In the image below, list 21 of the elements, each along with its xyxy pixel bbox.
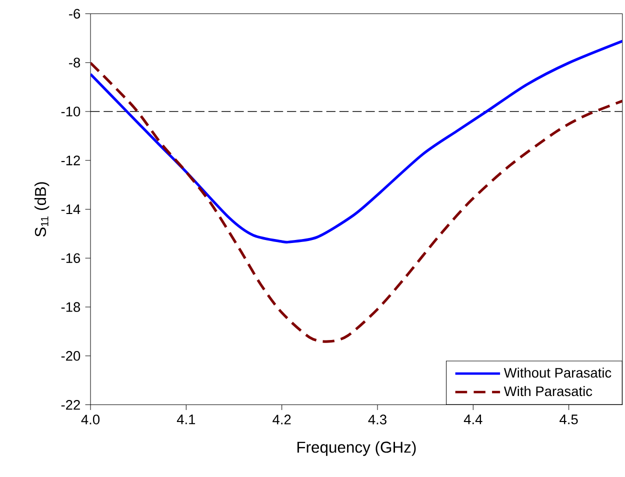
legend-label: With Parasatic [504,386,592,396]
y-tick-label: -20 [61,351,80,362]
x-axis-title: Frequency (GHz) [297,442,416,456]
y-tick-label: -6 [69,9,80,19]
x-tick-label: 4.1 [176,414,196,424]
x-tick-label: 4.2 [272,414,291,424]
y-tick-label: -18 [61,302,80,312]
y-tick-label: -14 [61,204,80,214]
legend-label: Without Parasatic [504,368,612,378]
line-series [90,40,622,244]
x-tick-label: 4.3 [368,414,386,425]
y-tick-label: -22 [61,400,80,410]
y-tick-label: -8 [69,58,80,68]
y-tick-label: -12 [61,156,80,166]
y-tick-label: -16 [61,254,80,264]
x-tick-label: 4.0 [81,414,100,425]
y-axis-title: S$_{11}$ (dB) [34,182,50,237]
x-tick-label: 4.5 [560,414,578,425]
y-tick-label: -10 [61,106,80,117]
x-tick-label: 4.4 [464,414,482,424]
line-series [90,62,622,344]
